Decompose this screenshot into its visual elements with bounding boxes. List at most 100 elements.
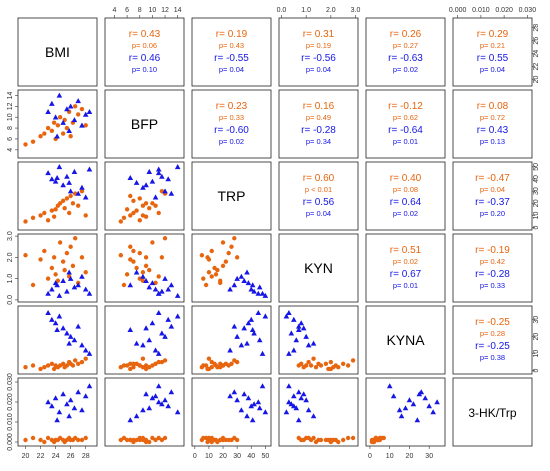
- data-point-triangle: [71, 284, 78, 290]
- data-point-triangle: [86, 350, 93, 356]
- tick-label: 0.0: [7, 295, 14, 305]
- blue-p-label: p= 0.33: [480, 281, 505, 290]
- data-point-circle: [118, 253, 124, 258]
- tick-label: 26: [533, 37, 540, 45]
- data-point-triangle: [249, 282, 256, 288]
- data-point-circle: [83, 356, 88, 361]
- data-point-circle: [121, 215, 127, 221]
- orange-p-label: p= 0.27: [393, 41, 418, 50]
- data-point-circle: [64, 250, 70, 256]
- data-point-triangle: [75, 389, 81, 395]
- data-point-triangle: [434, 399, 440, 405]
- data-point-triangle: [66, 179, 72, 185]
- data-point-circle: [60, 131, 66, 136]
- tick-label: 8: [138, 7, 142, 14]
- data-point-circle: [60, 361, 66, 366]
- data-point-circle: [153, 361, 158, 366]
- data-point-circle: [150, 201, 155, 206]
- data-point-circle: [226, 250, 231, 256]
- orange-p-label: p= 0.33: [219, 113, 244, 122]
- tick-label: 0.020: [495, 7, 513, 14]
- data-point-circle: [201, 276, 206, 281]
- data-point-circle: [218, 280, 223, 286]
- data-point-circle: [51, 366, 57, 372]
- data-point-triangle: [159, 173, 165, 179]
- panel-3-HK/Trp-BFP: [104, 377, 185, 447]
- data-point-triangle: [45, 310, 51, 316]
- data-point-circle: [143, 363, 149, 368]
- panel-KYN-3-HK/Trp: r= -0.19p= 0.42 r= -0.28p= 0.33: [452, 233, 533, 303]
- panel-3-HK/Trp-KYNA: [365, 377, 446, 447]
- data-point-triangle: [244, 340, 250, 346]
- data-point-circle: [49, 208, 55, 213]
- panel-BFP-BMI: [17, 89, 98, 159]
- data-point-circle: [313, 365, 319, 370]
- data-point-circle: [350, 435, 356, 441]
- data-point-circle: [131, 198, 136, 204]
- data-point-circle: [213, 272, 219, 277]
- data-point-triangle: [71, 337, 78, 343]
- blue-r-label: r= 0.43: [477, 125, 509, 136]
- blue-p-label: p= 0.01: [393, 137, 418, 146]
- data-point-triangle: [418, 389, 425, 395]
- axis-top-KYN: 0.0 1.0 2.0 3.0: [277, 7, 361, 18]
- tick-label: 12: [7, 102, 14, 110]
- data-point-circle: [49, 361, 55, 366]
- data-point-circle: [23, 219, 28, 224]
- data-point-triangle: [56, 292, 63, 298]
- data-point-circle: [340, 361, 346, 366]
- data-point-triangle: [259, 383, 266, 389]
- tick-label: 20: [219, 453, 227, 460]
- tick-label: 12: [161, 7, 169, 14]
- data-point-triangle: [286, 399, 292, 405]
- data-point-circle: [134, 437, 139, 443]
- tick-label: 0: [368, 453, 372, 460]
- data-point-triangle: [66, 128, 72, 134]
- data-point-triangle: [227, 393, 233, 399]
- tick-label: 0.000: [449, 7, 467, 14]
- data-point-triangle: [159, 401, 165, 407]
- data-point-triangle: [293, 337, 300, 343]
- blue-p-label: p= 0.04: [306, 209, 331, 218]
- axis-bottom-KYNA: 0 10 20 30: [368, 446, 433, 460]
- data-point-triangle: [133, 269, 140, 275]
- data-point-circle: [159, 437, 165, 443]
- data-point-triangle: [75, 282, 81, 288]
- panel-frame: [104, 161, 185, 231]
- data-point-triangle: [249, 327, 256, 333]
- data-point-triangle: [241, 325, 247, 331]
- panel-frame: [278, 377, 359, 447]
- orange-p-label: p= 0.49: [306, 113, 331, 122]
- data-point-circle: [121, 282, 127, 288]
- data-point-circle: [72, 236, 78, 241]
- blue-r-label: r= -0.56: [301, 53, 336, 64]
- data-point-circle: [205, 366, 210, 372]
- data-point-triangle: [79, 407, 85, 413]
- data-point-circle: [30, 139, 36, 144]
- data-point-circle: [131, 437, 136, 443]
- data-point-triangle: [159, 330, 165, 336]
- data-point-triangle: [45, 170, 51, 176]
- data-point-circle: [218, 361, 223, 366]
- panel-frame: [17, 17, 98, 87]
- data-point-triangle: [286, 350, 292, 356]
- data-point-circle: [128, 213, 133, 218]
- data-point-circle: [53, 207, 58, 212]
- panel-frame: [278, 17, 359, 87]
- variable-label: BFP: [131, 116, 158, 132]
- data-point-triangle: [67, 188, 74, 194]
- data-point-circle: [79, 437, 85, 443]
- blue-r-label: r= -0.64: [388, 125, 423, 136]
- data-point-triangle: [248, 316, 255, 322]
- data-point-circle: [350, 358, 356, 363]
- tick-label: 20: [533, 333, 540, 341]
- panel-frame: [104, 233, 185, 303]
- data-point-triangle: [283, 409, 290, 415]
- data-point-circle: [220, 240, 226, 245]
- data-point-circle: [143, 437, 149, 443]
- data-point-triangle: [227, 347, 233, 353]
- data-point-circle: [70, 363, 76, 368]
- axis-left-KYN: 0.0 1.0 2.0 3.0: [7, 231, 18, 305]
- data-point-triangle: [165, 286, 171, 292]
- data-point-circle: [229, 361, 234, 366]
